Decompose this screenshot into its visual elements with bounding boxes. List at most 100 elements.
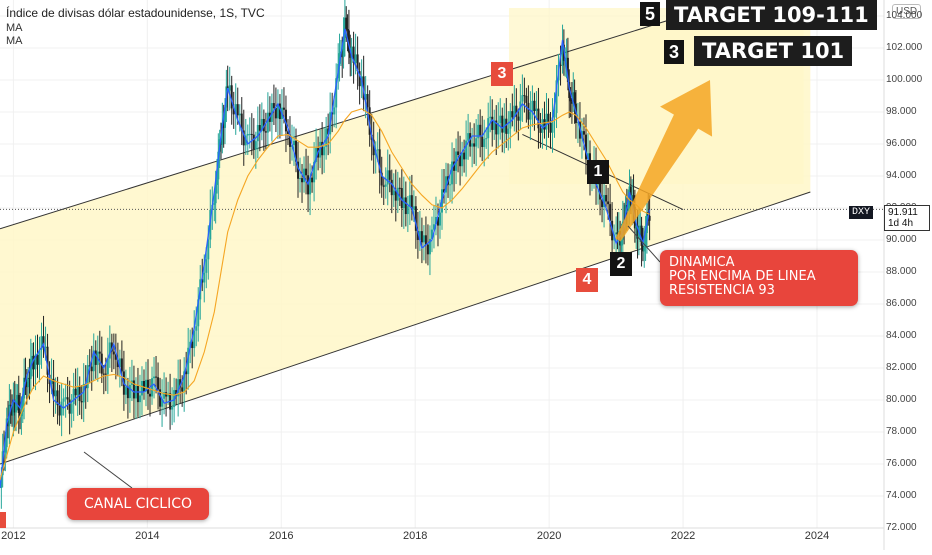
- candle-body: [394, 190, 397, 201]
- candle-body: [349, 52, 352, 58]
- candle-body: [266, 112, 269, 133]
- ma-legend-2[interactable]: MA: [6, 35, 23, 47]
- candle-body: [584, 134, 587, 160]
- candle-body: [191, 341, 194, 349]
- candle-body: [428, 238, 431, 255]
- candle-body: [432, 224, 435, 230]
- candle-body: [521, 95, 524, 102]
- ma-legend-1[interactable]: MA: [6, 22, 23, 34]
- candle-body: [434, 216, 437, 225]
- candle-body: [485, 138, 488, 140]
- candle-body: [555, 80, 558, 114]
- callout-dynamic-line-3: RESISTENCIA 93: [669, 283, 775, 298]
- candle-body: [338, 53, 341, 64]
- candle-body: [50, 378, 53, 384]
- candle-body: [175, 390, 178, 397]
- currency-badge[interactable]: USD: [892, 4, 922, 19]
- candle-body: [303, 168, 306, 183]
- candle-body: [118, 358, 121, 368]
- candle-body: [120, 358, 123, 372]
- candle-body: [541, 119, 544, 133]
- candle-body: [321, 141, 324, 156]
- candle-body: [343, 17, 346, 38]
- last-price-badge: 91.911 1d 4h: [884, 205, 930, 231]
- y-tick-label: 94.000: [886, 170, 917, 181]
- candle-body: [569, 97, 572, 102]
- x-tick-label: 2024: [804, 530, 830, 542]
- candle-body: [573, 92, 576, 104]
- candle-body: [493, 120, 496, 130]
- candle-body: [465, 140, 468, 160]
- candle-body: [483, 138, 486, 148]
- wave-label-3: 3: [491, 62, 513, 86]
- candle-body: [438, 212, 441, 226]
- channel-lower-line: [0, 191, 811, 465]
- candle-body: [36, 354, 39, 365]
- candle-body: [56, 390, 59, 406]
- candle-body: [217, 151, 220, 180]
- candle-body: [445, 176, 448, 193]
- candle-body: [177, 379, 180, 397]
- candle-body: [364, 94, 367, 100]
- candle-body: [533, 100, 536, 112]
- candle-body: [9, 404, 12, 406]
- candle-body: [527, 102, 530, 120]
- candle-body: [230, 85, 233, 109]
- channel-layer: [0, 0, 884, 465]
- candle-body: [126, 386, 129, 399]
- candle-body: [451, 161, 454, 185]
- x-tick-label: 2014: [135, 530, 160, 542]
- candle-body: [102, 373, 105, 375]
- candle-body: [453, 161, 456, 171]
- candle-body: [599, 178, 602, 200]
- candle-body: [547, 113, 550, 123]
- candle-body: [276, 103, 279, 119]
- candle-body: [40, 336, 43, 350]
- candle-body: [60, 401, 63, 416]
- candle-body: [42, 336, 45, 348]
- candle-body: [295, 140, 298, 162]
- candle-body: [386, 170, 389, 185]
- candle-body: [78, 386, 81, 401]
- candle-body: [220, 139, 222, 145]
- candle-body: [185, 371, 188, 375]
- callout-dynamic: DINAMICA POR ENCIMA DE LINEA RESISTENCIA…: [660, 250, 858, 306]
- candle-body: [643, 246, 646, 252]
- candle-body: [0, 475, 3, 488]
- candle-body: [531, 100, 534, 112]
- candle-body: [543, 119, 546, 130]
- candle-body: [153, 376, 156, 379]
- candle-body: [615, 232, 618, 235]
- candle-body: [28, 377, 31, 379]
- candle-body: [31, 355, 34, 359]
- candle-body: [420, 231, 423, 243]
- candle-body: [313, 161, 316, 183]
- y-tick-label: 102.000: [886, 42, 923, 53]
- candle-body: [323, 146, 326, 156]
- candle-body: [641, 245, 644, 252]
- candle-body: [272, 103, 275, 108]
- candle-body: [345, 17, 348, 30]
- candle-body: [501, 115, 504, 133]
- candle-body: [384, 184, 387, 187]
- target-top-label: TARGET 109-111: [666, 0, 877, 30]
- candle-body: [392, 190, 395, 196]
- candle-body: [124, 386, 127, 395]
- y-tick-label: 98.000: [886, 106, 917, 117]
- candle-body: [509, 111, 512, 129]
- candle-body: [203, 272, 206, 283]
- candle-body: [499, 115, 502, 123]
- candle-body: [582, 131, 585, 135]
- candle-body: [491, 116, 494, 130]
- candle-body: [38, 349, 41, 365]
- candle-body: [149, 393, 152, 397]
- candle-body: [422, 235, 425, 243]
- callout-dynamic-line-1: DINAMICA: [669, 255, 735, 270]
- candle-body: [473, 143, 476, 147]
- candle-body: [517, 116, 520, 121]
- candle-body: [94, 350, 97, 365]
- symbol-badge: DXY: [849, 206, 874, 219]
- candle-body: [157, 377, 160, 390]
- candle-body: [311, 177, 314, 183]
